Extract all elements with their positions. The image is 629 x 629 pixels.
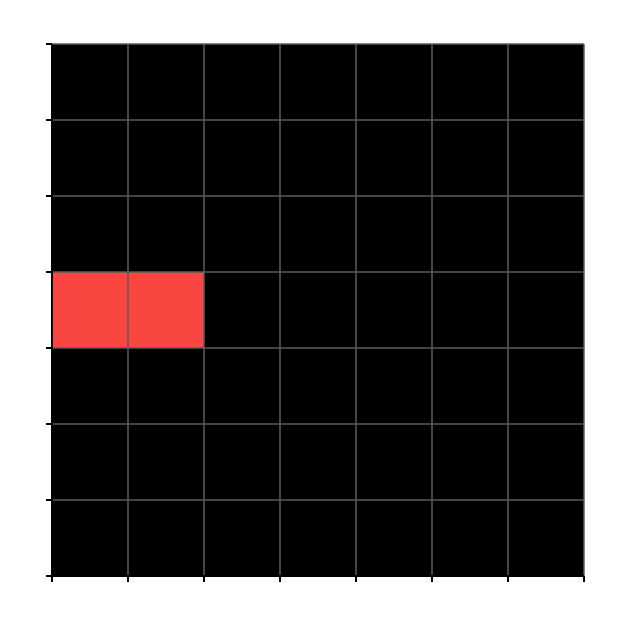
board-cell[interactable] [508, 44, 584, 120]
board-cell[interactable] [128, 424, 204, 500]
board-cell[interactable] [280, 424, 356, 500]
filled-cell[interactable] [128, 272, 204, 348]
board-cell[interactable] [128, 44, 204, 120]
board-cell[interactable] [508, 348, 584, 424]
board-cell[interactable] [356, 272, 432, 348]
board-cell[interactable] [432, 196, 508, 272]
board-cell[interactable] [52, 120, 128, 196]
board-cell[interactable] [508, 196, 584, 272]
board-cell[interactable] [204, 500, 280, 576]
board-cell[interactable] [52, 196, 128, 272]
board-cell[interactable] [356, 44, 432, 120]
board-cell[interactable] [508, 424, 584, 500]
board-cell[interactable] [280, 196, 356, 272]
board-cell[interactable] [356, 348, 432, 424]
board-cell[interactable] [356, 120, 432, 196]
board-cell[interactable] [432, 424, 508, 500]
board-cell[interactable] [508, 500, 584, 576]
board-cell[interactable] [204, 348, 280, 424]
board-cell[interactable] [128, 120, 204, 196]
board-cell[interactable] [128, 348, 204, 424]
board-cell[interactable] [128, 500, 204, 576]
board-cell[interactable] [280, 44, 356, 120]
board-cell[interactable] [52, 424, 128, 500]
board-layer [46, 43, 585, 582]
board-cell[interactable] [204, 424, 280, 500]
board-cell[interactable] [280, 348, 356, 424]
filled-cell[interactable] [52, 272, 128, 348]
board-cell[interactable] [52, 44, 128, 120]
board-cell[interactable] [280, 272, 356, 348]
board-cell[interactable] [432, 44, 508, 120]
board-cell[interactable] [280, 120, 356, 196]
board-cell[interactable] [432, 120, 508, 196]
board-cell[interactable] [128, 196, 204, 272]
board-cell[interactable] [356, 500, 432, 576]
board-cell[interactable] [204, 120, 280, 196]
board-cell[interactable] [52, 500, 128, 576]
board-cell[interactable] [204, 44, 280, 120]
board-cell[interactable] [356, 196, 432, 272]
board-cell[interactable] [432, 348, 508, 424]
board-cell[interactable] [52, 348, 128, 424]
board-cell[interactable] [432, 272, 508, 348]
board-cell[interactable] [204, 272, 280, 348]
board-cell[interactable] [280, 500, 356, 576]
board-cell[interactable] [432, 500, 508, 576]
board-cell[interactable] [508, 120, 584, 196]
board-cell[interactable] [508, 272, 584, 348]
board-cell[interactable] [204, 196, 280, 272]
board-cell[interactable] [356, 424, 432, 500]
